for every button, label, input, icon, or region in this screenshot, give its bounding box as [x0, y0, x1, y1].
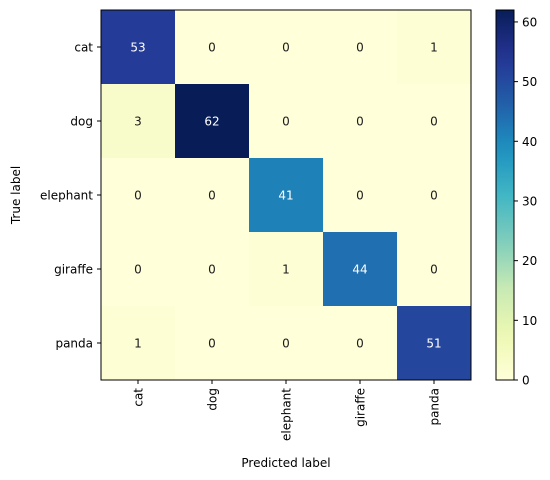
- cell-value-label: 0: [430, 115, 438, 129]
- heatmap-cell: [101, 158, 176, 233]
- heatmap-cell: [323, 306, 398, 381]
- cell-value-label: 0: [430, 263, 438, 277]
- heatmap-cell: [249, 84, 324, 159]
- heatmap-cell: [175, 10, 250, 85]
- heatmap-cell: [175, 306, 250, 381]
- cell-value-label: 0: [356, 41, 364, 55]
- cell-value-label: 1: [134, 337, 142, 351]
- heatmap-cells: [101, 10, 472, 381]
- heatmap-cell: [101, 232, 176, 307]
- x-tick-label: cat: [132, 388, 146, 407]
- colorbar-tick-label: 60: [522, 15, 537, 29]
- cell-value-label: 0: [208, 263, 216, 277]
- heatmap-cell: [249, 232, 324, 307]
- y-tick-label: giraffe: [54, 263, 93, 277]
- cell-value-label: 1: [282, 263, 290, 277]
- colorbar-ticks: 0 10 20 30 40 50 60: [514, 15, 537, 388]
- y-tick-label: elephant: [40, 189, 93, 203]
- y-axis-label: True label: [9, 166, 23, 225]
- cell-value-label: 0: [356, 115, 364, 129]
- heatmap-cell: [249, 10, 324, 85]
- cell-value-label: 0: [282, 115, 290, 129]
- x-tick-label: elephant: [280, 388, 294, 441]
- cell-value-label: 53: [130, 41, 145, 55]
- y-axis-ticks: cat dog elephant giraffe panda: [40, 41, 101, 351]
- heatmap-cell: [101, 306, 176, 381]
- colorbar: [495, 9, 515, 381]
- colorbar-tick-label: 40: [522, 135, 537, 149]
- x-axis-ticks: cat dog elephant giraffe panda: [132, 380, 442, 441]
- cell-value-label: 0: [356, 337, 364, 351]
- x-tick-label: giraffe: [354, 388, 368, 427]
- heatmap-cell: [397, 10, 472, 85]
- cell-value-label: 41: [278, 189, 293, 203]
- cell-value-label: 1: [430, 41, 438, 55]
- cell-value-label: 3: [134, 115, 142, 129]
- y-tick-label: dog: [70, 115, 93, 129]
- cell-value-label: 0: [208, 337, 216, 351]
- colorbar-tick-label: 10: [522, 314, 537, 328]
- heatmap-cell-labels: 53 0 0 0 1 3 62 0 0 0 0 0 41 0 0 0 0 1 44 0 1 0 0 0 51: [130, 41, 441, 351]
- cell-value-label: 0: [134, 189, 142, 203]
- x-tick-label: panda: [428, 388, 442, 426]
- cell-value-label: 0: [282, 41, 290, 55]
- heatmap-cell: [175, 232, 250, 307]
- cell-value-label: 51: [426, 337, 441, 351]
- cell-value-label: 44: [352, 263, 367, 277]
- heatmap-cell: [175, 158, 250, 233]
- cell-value-label: 0: [208, 189, 216, 203]
- heatmap-cell: [323, 232, 398, 307]
- heatmap-cell: [397, 84, 472, 159]
- cell-value-label: 0: [134, 263, 142, 277]
- cell-value-label: 0: [282, 337, 290, 351]
- x-axis-label: Predicted label: [241, 456, 330, 470]
- heatmap-cell: [397, 158, 472, 233]
- x-tick-label: dog: [206, 388, 220, 411]
- heatmap-cell: [323, 84, 398, 159]
- heatmap-cell: [397, 232, 472, 307]
- colorbar-tick-label: 50: [522, 75, 537, 89]
- colorbar-tick-label: 0: [522, 374, 530, 388]
- heatmap-cell: [323, 158, 398, 233]
- colorbar-tick-label: 30: [522, 194, 537, 208]
- heatmap-cell: [249, 158, 324, 233]
- heatmap-cell: [101, 10, 176, 85]
- heatmap-cell: [175, 84, 250, 159]
- heatmap-cell: [323, 10, 398, 85]
- cell-value-label: 0: [356, 189, 364, 203]
- cell-value-label: 0: [430, 189, 438, 203]
- cell-value-label: 0: [208, 41, 216, 55]
- y-tick-label: panda: [55, 337, 93, 351]
- colorbar-tick-label: 20: [522, 254, 537, 268]
- heatmap-cell: [397, 306, 472, 381]
- heatmap-cell: [101, 84, 176, 159]
- heatmap-cell: [249, 306, 324, 381]
- y-tick-label: cat: [74, 41, 93, 55]
- cell-value-label: 62: [204, 115, 219, 129]
